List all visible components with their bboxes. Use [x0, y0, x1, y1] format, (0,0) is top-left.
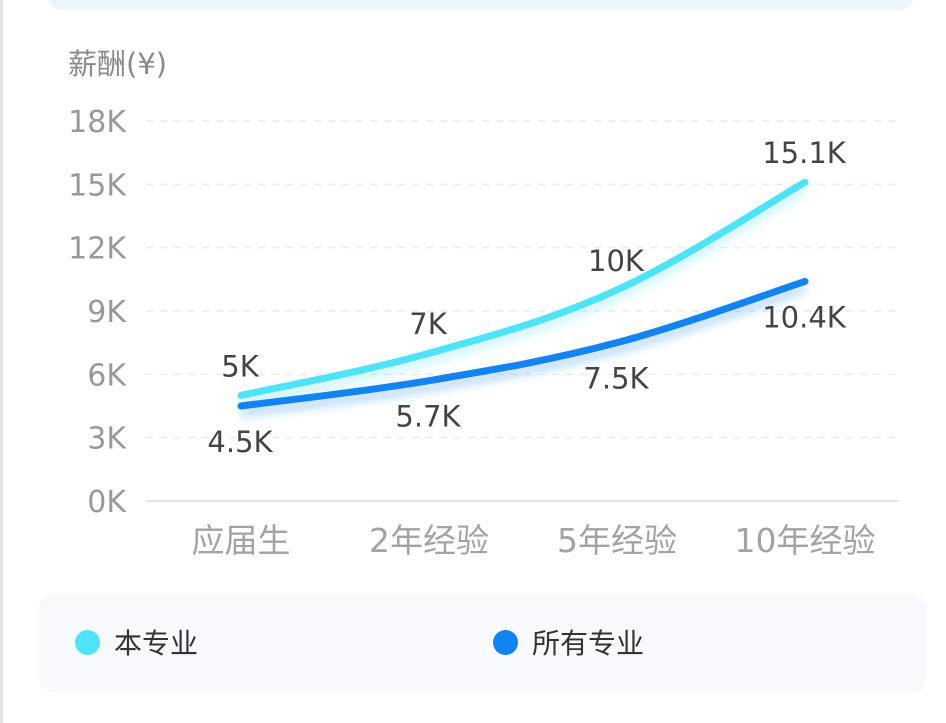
data-label: 15.1K — [762, 136, 847, 170]
data-label: 7.5K — [583, 362, 649, 396]
y-tick-label: 15K — [68, 168, 127, 203]
data-label: 10.4K — [762, 300, 847, 334]
x-tick-label: 10年经验 — [735, 521, 876, 560]
legend-label-major: 本专业 — [114, 627, 199, 660]
x-tick-label: 5年经验 — [557, 521, 677, 560]
legend-dot-major — [75, 629, 100, 655]
top-card-edge — [48, 0, 914, 10]
legend-item-all-majors[interactable]: 所有专业 — [493, 624, 644, 660]
series-line — [237, 277, 809, 410]
series-line-shadow — [240, 283, 807, 416]
y-tick-label: 0K — [87, 485, 127, 520]
legend-item-major[interactable]: 本专业 — [75, 624, 198, 660]
data-label: 7K — [409, 307, 447, 341]
y-tick-label: 6K — [87, 358, 127, 393]
chart-legend: 本专业 所有专业 — [39, 594, 926, 693]
y-tick-label: 12K — [68, 232, 127, 267]
x-tick-label: 应届生 — [192, 521, 291, 560]
data-label: 10K — [588, 244, 645, 278]
data-label: 5K — [221, 349, 259, 383]
series-line-shadow — [240, 184, 807, 406]
x-tick-label: 2年经验 — [369, 521, 489, 560]
data-label: 5.7K — [395, 400, 461, 434]
y-axis-title: 薪酬(¥) — [68, 47, 167, 81]
legend-label-all-majors: 所有专业 — [532, 627, 645, 660]
y-tick-label: 3K — [87, 422, 127, 457]
y-tick-label: 9K — [87, 295, 127, 330]
series-line — [237, 178, 809, 399]
y-tick-label: 18K — [68, 105, 127, 140]
legend-dot-all-majors — [493, 629, 518, 655]
data-label: 4.5K — [207, 425, 273, 459]
left-border — [0, 0, 3, 723]
salary-line-chart: 薪酬(¥) 0K 3K 6K 9K 12K 15K 18K 应届生 2年经验 5年经验 10年经验 5K… — [68, 47, 898, 560]
